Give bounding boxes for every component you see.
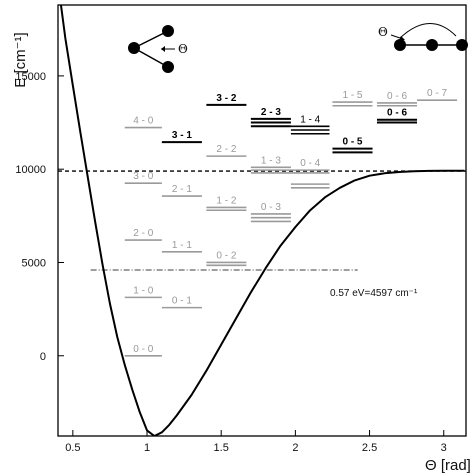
x-tick-label: 1 xyxy=(144,442,150,454)
level-label: 0 - 6 xyxy=(387,108,407,119)
level-label: 1 - 3 xyxy=(261,155,281,166)
potential-curve xyxy=(59,5,465,436)
level-label: 2 - 3 xyxy=(261,107,281,118)
inset-theta-label: Θ xyxy=(178,42,188,56)
atom-dot xyxy=(162,61,174,73)
level-label: 0 - 5 xyxy=(342,137,362,148)
x-tick-label: 2 xyxy=(292,442,298,454)
arrowhead-icon xyxy=(399,36,405,41)
plot-frame xyxy=(57,4,467,437)
atom-dot xyxy=(394,39,406,51)
level-label: 1 - 1 xyxy=(172,240,192,251)
atom-dot xyxy=(162,25,174,37)
angle-arc xyxy=(399,23,457,39)
atom-dot xyxy=(456,39,468,51)
y-tick-label: 0 xyxy=(40,351,46,363)
x-tick-label: 2.5 xyxy=(362,442,377,454)
x-tick-label: 0.5 xyxy=(65,442,80,454)
level-label: 0 - 3 xyxy=(261,202,281,213)
level-label: 0 - 1 xyxy=(172,296,192,307)
y-tick-label: 15000 xyxy=(15,71,46,83)
atom-dot xyxy=(128,42,140,54)
level-label: 0 - 2 xyxy=(216,250,236,261)
level-label: 0 - 0 xyxy=(133,344,153,355)
inset-bond xyxy=(133,47,169,68)
level-label: 0 - 6 xyxy=(387,91,407,102)
level-label: 0 - 7 xyxy=(427,88,447,99)
level-label: 2 - 2 xyxy=(216,144,236,155)
level-label: 2 - 1 xyxy=(172,184,192,195)
atom-dot xyxy=(426,39,438,51)
y-tick-label: 5000 xyxy=(22,257,46,269)
level-label: 3 - 0 xyxy=(133,171,153,182)
inset-bond xyxy=(133,30,169,49)
y-tick-label: 10000 xyxy=(15,164,46,176)
x-tick-label: 3 xyxy=(441,442,447,454)
level-label: 1 - 2 xyxy=(216,195,236,206)
level-label: 3 - 1 xyxy=(172,130,192,141)
x-tick-label: 1.5 xyxy=(214,442,229,454)
level-label: 0 - 4 xyxy=(300,158,320,169)
level-label: 1 - 5 xyxy=(342,90,362,101)
level-label: 1 - 0 xyxy=(133,285,153,296)
level-label: 2 - 0 xyxy=(133,228,153,239)
arrowhead-icon xyxy=(161,46,165,52)
inset-theta-label: Θ xyxy=(378,25,388,39)
level-label: 1 - 4 xyxy=(300,114,320,125)
level-label: 4 - 0 xyxy=(133,116,153,127)
y-axis-title: E [cm⁻¹] xyxy=(12,32,29,87)
x-axis-title: Θ [rad] xyxy=(425,457,471,474)
potential-annotation: 0.57 eV=4597 cm⁻¹ xyxy=(330,288,418,299)
level-label: 3 - 2 xyxy=(216,93,236,104)
